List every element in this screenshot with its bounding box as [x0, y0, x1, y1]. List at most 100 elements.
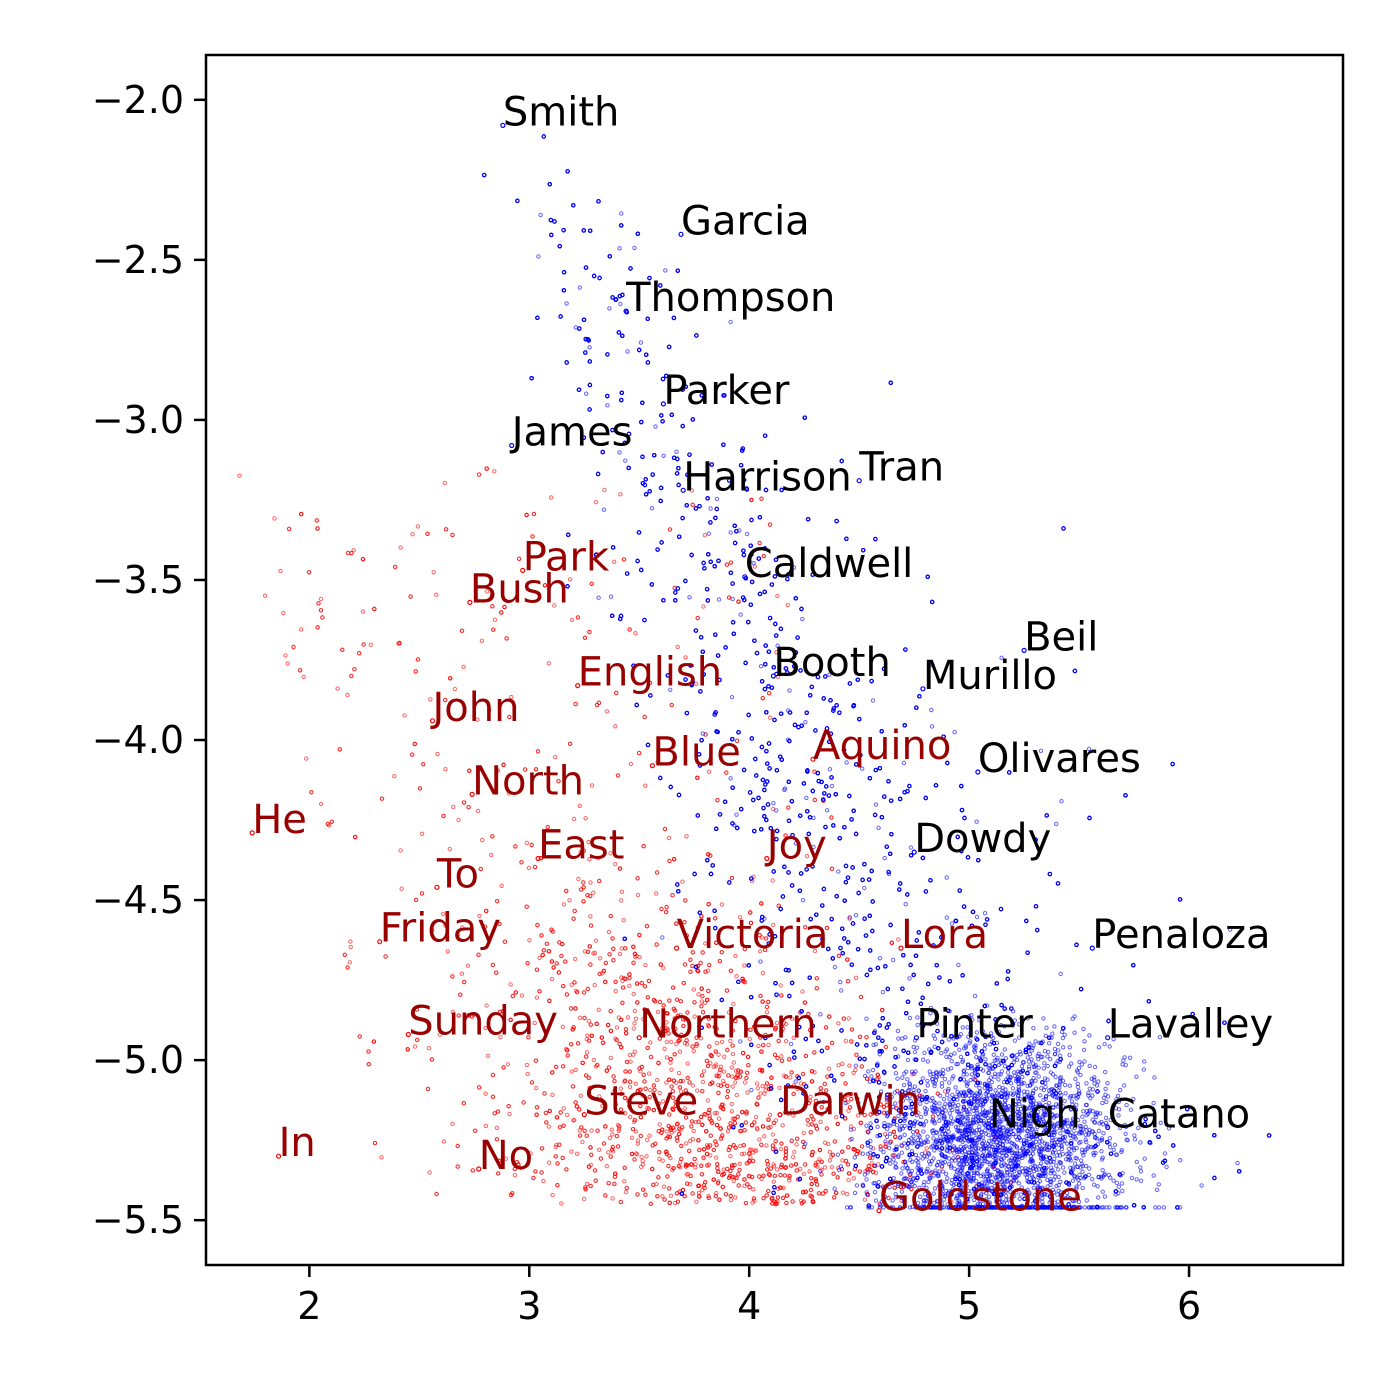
- scatter-point: [695, 615, 700, 621]
- scatter-point: [645, 1137, 650, 1143]
- scatter-point: [646, 1071, 652, 1076]
- scatter-point: [494, 1137, 500, 1142]
- scatter-point: [546, 1124, 552, 1129]
- scatter-point: [841, 1016, 846, 1021]
- scatter-point: [613, 861, 618, 867]
- scatter-point: [631, 991, 636, 997]
- scatter-point: [588, 880, 593, 885]
- scatter-point: [483, 1123, 489, 1129]
- scatter-point: [447, 846, 452, 852]
- scatter-point: [924, 1146, 929, 1151]
- scatter-point: [587, 857, 592, 862]
- scatter-point: [569, 1069, 574, 1074]
- scatter-point: [318, 608, 324, 613]
- scatter-point: [800, 989, 805, 994]
- scatter-point: [777, 1085, 782, 1091]
- scatter-point: [495, 768, 500, 773]
- scatter-point: [635, 1138, 641, 1143]
- scatter-point: [712, 1111, 718, 1116]
- scatter-point: [674, 1041, 679, 1047]
- scatter-point: [692, 1014, 697, 1019]
- scatter-point: [623, 1027, 629, 1032]
- scatter-point: [633, 1081, 638, 1086]
- scatter-point: [489, 852, 494, 858]
- scatter-point: [670, 1095, 676, 1100]
- scatter-point: [851, 1070, 856, 1076]
- scatter-point: [587, 629, 592, 635]
- scatter-point: [775, 593, 780, 599]
- scatter-point: [869, 1161, 874, 1166]
- scatter-point: [666, 1031, 671, 1036]
- scatter-point: [580, 1139, 585, 1145]
- scatter-point: [636, 750, 642, 756]
- scatter-point: [745, 1182, 750, 1187]
- scatter-point: [760, 1084, 765, 1089]
- scatter-point: [691, 1128, 696, 1134]
- scatter-point: [613, 988, 618, 994]
- scatter-point: [845, 979, 851, 984]
- scatter-point: [507, 1111, 512, 1117]
- scatter-point: [588, 914, 593, 919]
- scatter-point: [618, 492, 623, 497]
- scatter-point: [320, 615, 325, 620]
- scatter-point: [588, 962, 593, 967]
- scatter-point: [545, 825, 550, 830]
- scatter-point: [713, 1194, 718, 1199]
- scatter-point: [789, 1016, 795, 1021]
- scatter-point: [597, 1094, 602, 1099]
- scatter-point: [846, 1108, 851, 1114]
- scatter-point: [564, 1112, 570, 1118]
- scatter-point: [742, 1151, 747, 1156]
- scatter-point: [770, 878, 775, 883]
- scatter-point: [655, 1194, 660, 1199]
- scatter-point: [677, 1085, 683, 1090]
- scatter-point: [537, 955, 542, 961]
- scatter-point: [622, 1179, 627, 1184]
- scatter-point: [366, 1062, 371, 1067]
- scatter-point: [678, 1089, 684, 1094]
- scatter-point: [524, 840, 530, 846]
- scatter-point: [609, 1127, 614, 1132]
- scatter-point: [820, 1191, 826, 1196]
- scatter-point: [578, 1093, 583, 1099]
- scatter-point: [283, 653, 288, 658]
- scatter-point: [379, 796, 385, 801]
- scatter-point: [614, 690, 619, 696]
- scatter-point: [443, 767, 448, 772]
- scatter-point: [691, 987, 696, 992]
- scatter-point: [461, 664, 466, 669]
- scatter-point: [788, 1075, 793, 1080]
- scatter-point: [615, 1144, 621, 1149]
- scatter-point: [791, 1035, 796, 1041]
- scatter-point: [591, 890, 596, 895]
- scatter-point: [413, 897, 419, 902]
- scatter-point: [573, 1100, 578, 1105]
- scatter-point: [726, 1010, 732, 1015]
- scatter-point: [855, 1113, 861, 1118]
- scatter-point: [809, 1079, 815, 1084]
- scatter-point: [503, 1156, 508, 1161]
- scatter-point: [849, 1096, 854, 1102]
- scatter-point: [733, 1080, 738, 1085]
- scatter-point: [335, 686, 340, 691]
- scatter-point: [716, 1179, 721, 1184]
- scatter-point: [759, 935, 764, 940]
- scatter-point: [661, 965, 666, 971]
- scatter-point: [475, 717, 480, 722]
- scatter-point: [572, 980, 577, 985]
- scatter-point: [789, 1108, 795, 1113]
- scatter-point: [705, 1098, 710, 1103]
- scatter-point: [714, 1062, 719, 1067]
- scatter-point: [787, 1175, 792, 1181]
- scatter-point: [398, 848, 403, 853]
- scatter-point: [635, 1192, 640, 1197]
- scatter-point: [624, 1059, 630, 1065]
- scatter-point: [647, 1133, 652, 1138]
- scatter-point: [801, 1130, 806, 1136]
- scatter-point: [708, 1061, 713, 1066]
- scatter-point: [594, 702, 600, 708]
- scatter-point: [442, 480, 447, 486]
- scatter-point: [771, 1164, 777, 1169]
- scatter-point: [862, 1197, 868, 1202]
- scatter-point: [843, 1038, 848, 1044]
